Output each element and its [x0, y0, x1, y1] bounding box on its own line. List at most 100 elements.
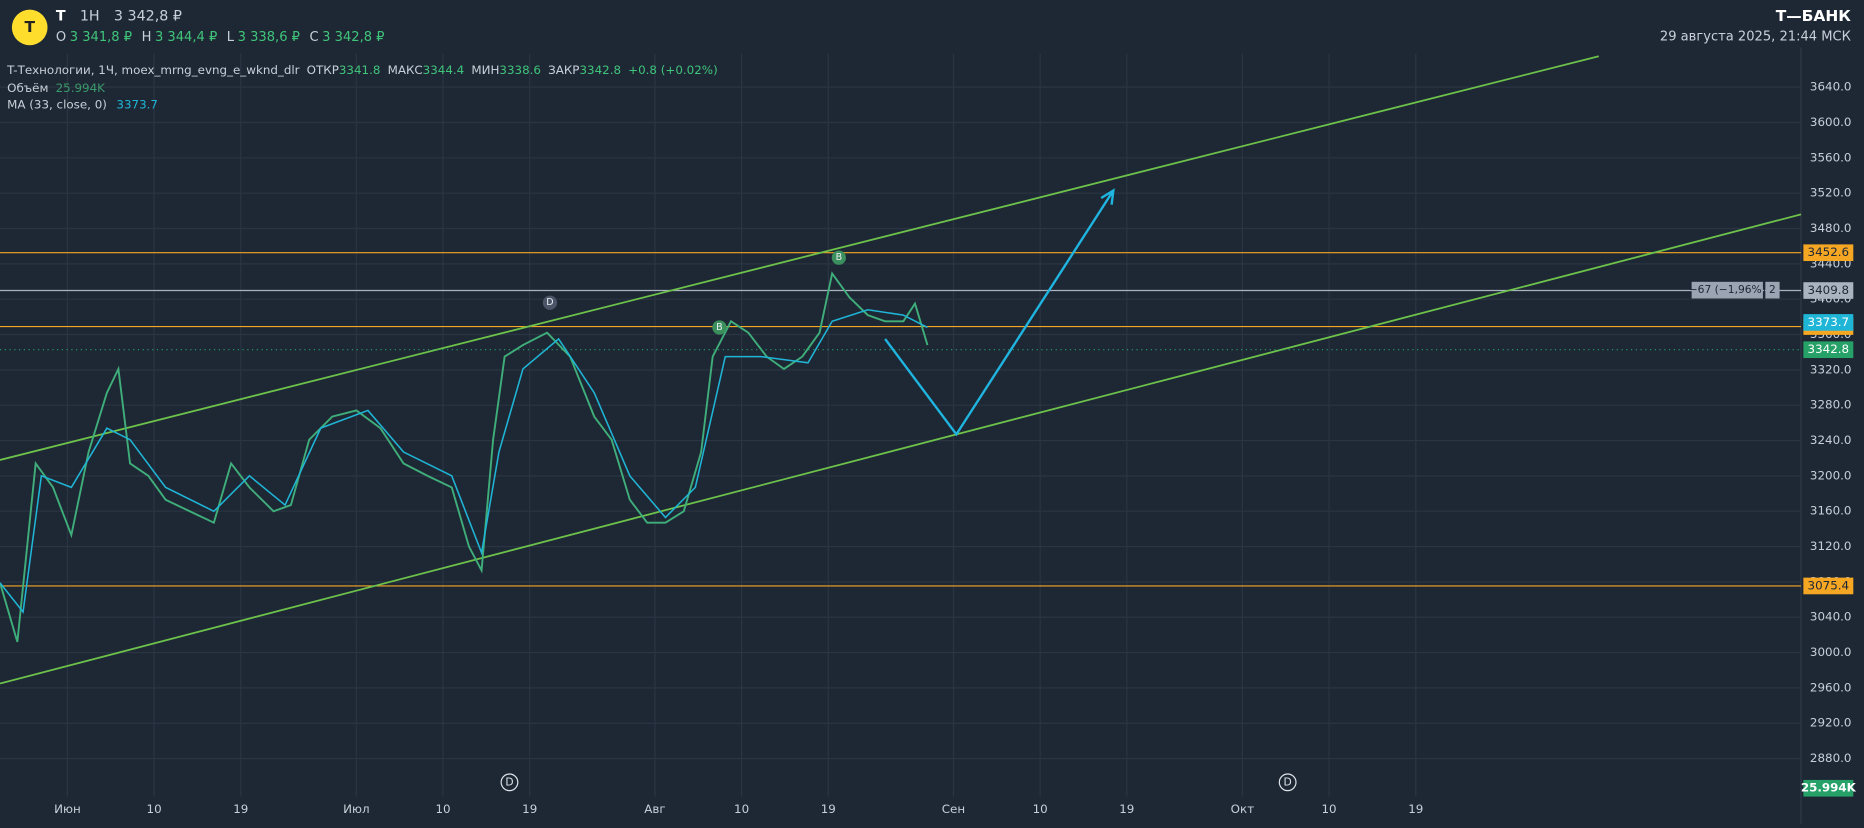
- interval: 1H: [80, 9, 100, 25]
- legend-line: T-Технологии, 1Ч, moex_mrng_evng_e_wknd_…: [6, 63, 718, 77]
- price-badge: [1803, 314, 1854, 331]
- change: +0.8 (+0.02%): [628, 63, 718, 77]
- label: L: [227, 29, 235, 44]
- value: 3344.4: [423, 63, 465, 77]
- volume-badge-text: 25.994K: [1801, 781, 1857, 795]
- label: C: [309, 29, 318, 44]
- x-tick-label: Июл: [343, 802, 369, 816]
- x-tick-label: 19: [821, 802, 836, 816]
- value: 3341.8: [339, 63, 381, 77]
- dividend-label: D: [1284, 775, 1292, 788]
- value: 25.994K: [56, 81, 107, 95]
- y-tick-label: 3560.0: [1810, 150, 1852, 164]
- arrow: [884, 189, 1115, 437]
- ma-line: [0, 308, 928, 614]
- label: ОТКР: [307, 63, 339, 77]
- value: 3338.6: [499, 63, 541, 77]
- price-badge: [1803, 244, 1854, 262]
- price-badge-text: 3075.4: [1808, 578, 1850, 592]
- event-marker: [831, 250, 846, 265]
- y-tick-label: 3320.0: [1810, 362, 1852, 376]
- label: MA (33, close, 0): [7, 97, 107, 111]
- y-tick-label: 3000.0: [1810, 645, 1852, 659]
- price-badge-text: 3452.6: [1808, 245, 1850, 259]
- label: H: [142, 29, 152, 44]
- x-tick-label: 10: [1033, 802, 1048, 816]
- price-badge-text: 3409.8: [1808, 283, 1850, 297]
- value: 3 341,8 ₽: [70, 29, 132, 44]
- brand: Т—БАНК: [1776, 7, 1852, 25]
- y-tick-label: 3240.0: [1810, 433, 1852, 447]
- x-tick-label: 19: [1408, 802, 1423, 816]
- logo-text: T: [24, 18, 35, 36]
- y-tick-label: 3200.0: [1810, 468, 1852, 482]
- plot: D B B D D: [0, 47, 1802, 824]
- x-tick-label: 19: [1119, 802, 1134, 816]
- price-badge: [1803, 282, 1854, 299]
- price-badge: [1803, 341, 1854, 359]
- label: МИН: [471, 63, 499, 77]
- volume-legend: Объём 25.994K: [7, 81, 106, 95]
- label: ЗАКР: [548, 63, 579, 77]
- x-tick-label: 10: [734, 802, 749, 816]
- trendline: [0, 213, 1802, 685]
- label: O: [56, 29, 66, 44]
- x-tick-label: 10: [435, 802, 450, 816]
- y-tick-label: 2960.0: [1810, 680, 1852, 694]
- value: 3342.8: [579, 63, 621, 77]
- measure-count-box: [1765, 281, 1780, 299]
- y-tick-label: 2880.0: [1810, 751, 1852, 765]
- measure-box: [1691, 281, 1763, 299]
- y-tick-label: 3160.0: [1810, 504, 1852, 518]
- y-tick-label: 3600.0: [1810, 115, 1852, 129]
- y-tick-label: 3280.0: [1810, 398, 1852, 412]
- value: 3 344,4 ₽: [155, 29, 217, 44]
- instrument: T-Технологии, 1Ч, moex_mrng_evng_e_wknd_…: [6, 63, 300, 77]
- value: 3 342,8 ₽: [322, 29, 384, 44]
- price-badge-text: 3342.8: [1808, 342, 1850, 356]
- ohlc: O 3 341,8 ₽ H 3 344,4 ₽ L 3 338,6 ₽ C 3 342,8 ₽: [56, 29, 385, 44]
- label: Объём: [7, 81, 48, 95]
- value: 3373.7: [116, 97, 158, 111]
- y-tick-label: 3480.0: [1810, 221, 1852, 235]
- header-line: T 1H 3 342,8 ₽: [56, 9, 182, 25]
- x-tick-label: 19: [233, 802, 248, 816]
- x-tick-label: 10: [147, 802, 162, 816]
- event-marker-label: B: [836, 252, 843, 263]
- y-tick-label: 2920.0: [1810, 716, 1852, 730]
- y-tick-label: 3040.0: [1810, 610, 1852, 624]
- price-badge-text: 3373.7: [1808, 315, 1850, 329]
- label: МАКС: [388, 63, 423, 77]
- dividend-marker: [1278, 773, 1297, 792]
- x-tick-label: 19: [522, 802, 537, 816]
- y-tick-label: 3640.0: [1810, 80, 1852, 94]
- volume-badge: [1803, 779, 1854, 797]
- event-marker: [712, 320, 727, 335]
- x-tick-label: Сен: [942, 802, 965, 816]
- trendline: [0, 55, 1599, 461]
- arrow-head: [1100, 188, 1115, 205]
- dividend-marker: [500, 773, 519, 792]
- value: 3 338,6 ₽: [238, 29, 300, 44]
- ticker: T: [56, 9, 66, 25]
- logo: [11, 9, 48, 46]
- price: 3 342,8 ₽: [114, 9, 182, 25]
- event-marker: [542, 295, 558, 310]
- dividend-label: D: [505, 775, 513, 788]
- price-line: [0, 271, 929, 643]
- ma-legend: MA (33, close, 0) 3373.7: [7, 97, 158, 111]
- measure-text: −67 (−1,96%): [1689, 283, 1766, 296]
- x-tick-label: 10: [1322, 802, 1337, 816]
- y-tick-label: 3520.0: [1810, 186, 1852, 200]
- x-tick-label: Авг: [644, 802, 665, 816]
- measure-count: 2: [1769, 283, 1776, 296]
- x-tick-label: Окт: [1231, 802, 1255, 816]
- datetime: 29 августа 2025, 21:44 МСК: [1660, 29, 1852, 44]
- y-tick-label: 3120.0: [1810, 539, 1852, 553]
- event-marker-label: B: [716, 322, 723, 333]
- x-tick-label: Июн: [54, 802, 81, 816]
- price-badge: [1803, 577, 1854, 595]
